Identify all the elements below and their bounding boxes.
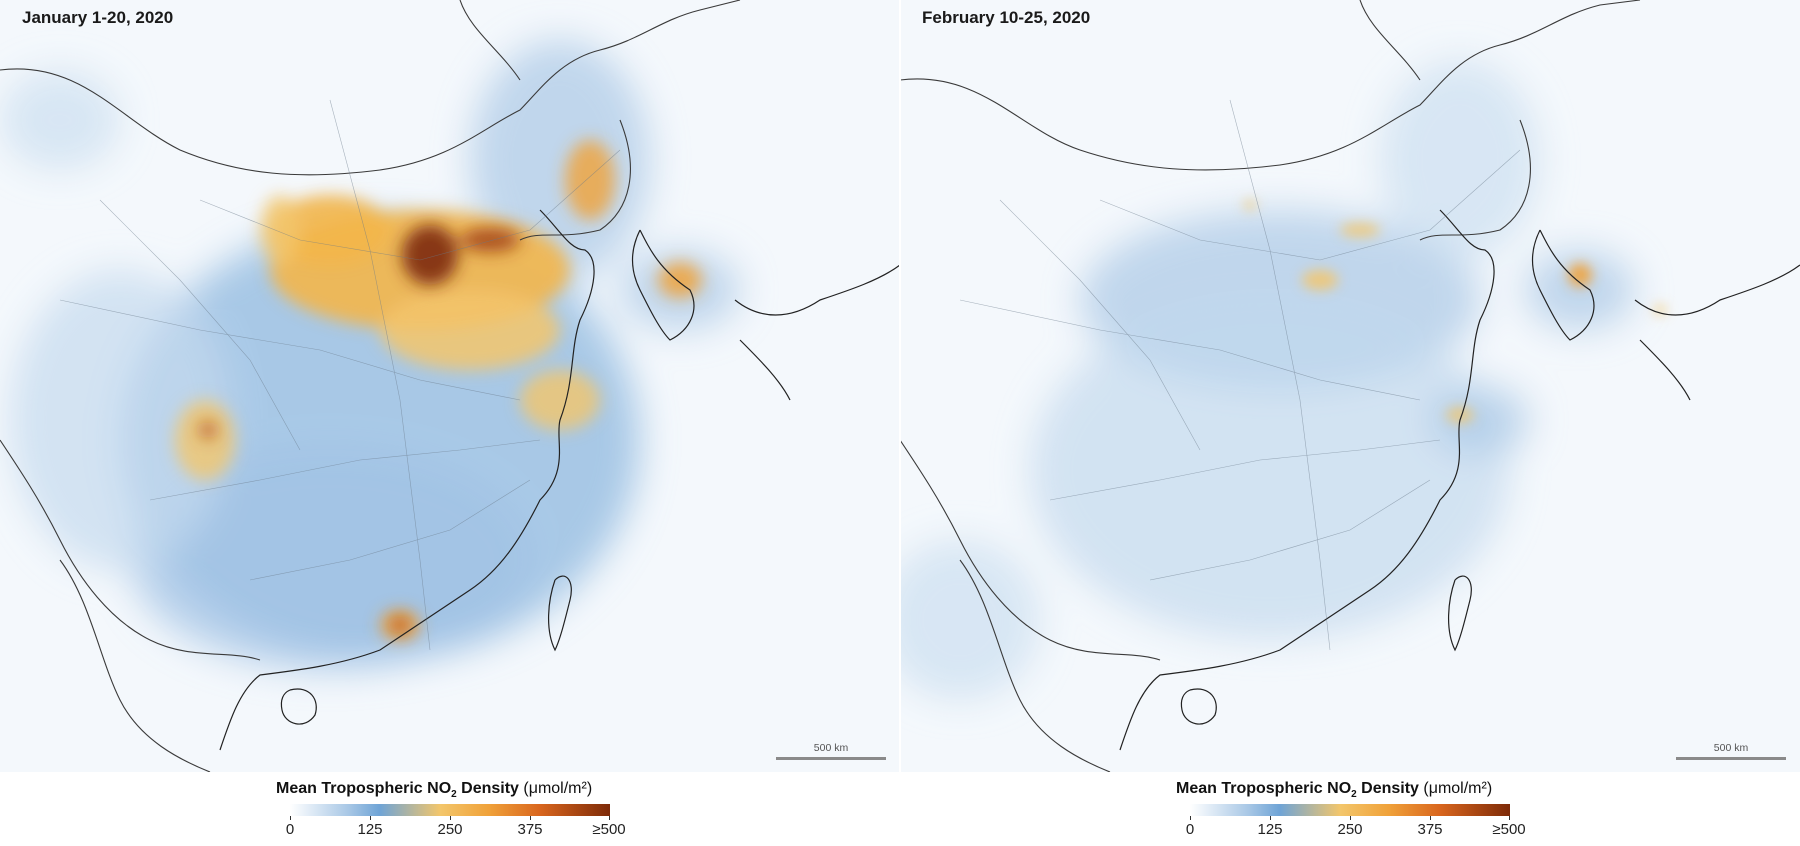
no2-hotspots-dark <box>200 225 520 633</box>
legend-title: Mean Tropospheric NO2 Density (μmol/m²) <box>1176 780 1493 801</box>
panel-divider <box>899 0 901 772</box>
scale-line <box>1676 757 1786 760</box>
no2-hotspots-orange <box>1244 200 1666 423</box>
legend-title: Mean Tropospheric NO2 Density (μmol/m²) <box>276 780 593 801</box>
no2-map-february <box>900 0 1800 772</box>
coastline <box>1119 209 1800 751</box>
scale-label: 500 km <box>1713 742 1749 754</box>
scale-label: 500 km <box>813 742 849 754</box>
transport-lines <box>59 99 621 651</box>
legend-color-ramp <box>290 804 610 817</box>
map-january: January 1-20, 2020 500 km <box>0 0 900 772</box>
scale-bar: 500 km <box>1676 742 1786 760</box>
coastline <box>219 209 900 751</box>
legend-unit: (μmol/m²) <box>1423 780 1493 797</box>
country-borders <box>900 0 1641 772</box>
map-february: February 10-25, 2020 500 km <box>900 0 1800 772</box>
map-title: January 1-20, 2020 <box>22 8 174 27</box>
legend-ticks <box>290 816 610 821</box>
panel-january: January 1-20, 2020 500 km Mean Troposphe… <box>0 0 900 839</box>
legend: Mean Tropospheric NO2 Density (μmol/m²) … <box>1176 780 1526 839</box>
map-title: February 10-25, 2020 <box>922 8 1091 27</box>
panel-february: February 10-25, 2020 500 km Mean Troposp… <box>900 0 1800 846</box>
legend-ticks <box>1190 816 1510 821</box>
scale-bar: 500 km <box>776 742 886 760</box>
legend-labels: 0 125 250 375 ≥500 <box>1185 821 1526 839</box>
country-borders <box>0 0 741 772</box>
legend: Mean Tropospheric NO2 Density (μmol/m²) … <box>276 780 626 839</box>
scale-line <box>776 757 886 760</box>
legend-unit: (μmol/m²) <box>523 780 593 797</box>
legend-labels: 0 125 250 375 ≥500 <box>285 821 626 839</box>
transport-lines <box>959 99 1521 651</box>
no2-map-january <box>0 0 900 772</box>
legend-color-ramp <box>1190 804 1510 817</box>
